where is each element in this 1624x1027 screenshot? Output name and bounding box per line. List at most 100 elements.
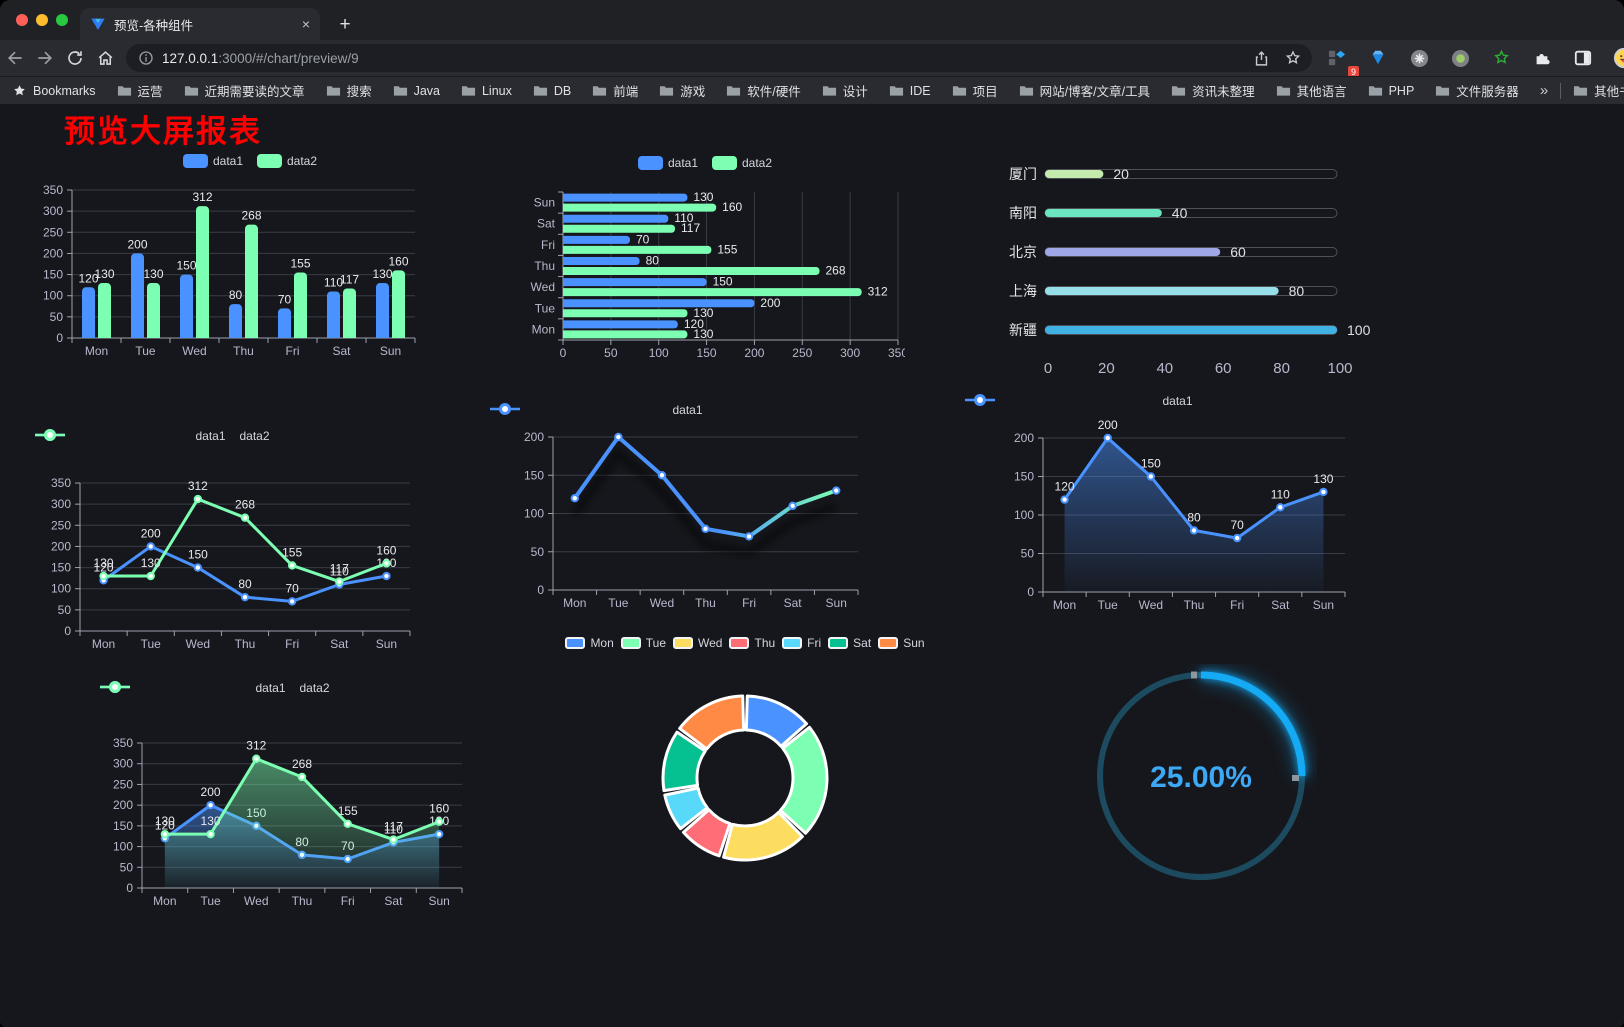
legend-item[interactable]: data1 <box>490 403 703 417</box>
svg-text:110: 110 <box>384 822 403 836</box>
legend-item[interactable]: Sun <box>878 636 925 650</box>
home-button[interactable] <box>90 43 120 73</box>
gem-extension-icon[interactable] <box>1363 43 1393 73</box>
bookmark-folder[interactable]: Java <box>393 84 440 98</box>
svg-text:117: 117 <box>330 562 349 576</box>
close-window-button[interactable] <box>16 14 28 26</box>
donut-slice[interactable] <box>681 808 732 858</box>
bookmark-folder[interactable]: 搜索 <box>326 81 372 100</box>
browser-toolbar: 127.0.0.1:3000/#/chart/preview/9 9 <box>0 40 1624 78</box>
legend-item[interactable]: data2 <box>712 156 772 170</box>
bookmark-folder[interactable]: DB <box>533 84 571 98</box>
bookmark-folder[interactable]: 项目 <box>952 81 998 100</box>
bookmark-folder[interactable]: 资讯未整理 <box>1171 81 1255 100</box>
minimize-window-button[interactable] <box>36 14 48 26</box>
svg-text:Sat: Sat <box>537 217 556 231</box>
back-button[interactable] <box>0 43 30 73</box>
legend-item[interactable]: data2 <box>257 154 317 168</box>
donut-slice[interactable] <box>744 694 809 748</box>
svg-text:60: 60 <box>1215 360 1232 377</box>
svg-text:300: 300 <box>51 497 71 511</box>
bookmark-folder[interactable]: 前端 <box>592 81 638 100</box>
reload-button[interactable] <box>60 43 90 73</box>
bookmark-folder[interactable]: 文件服务器 <box>1435 81 1519 100</box>
svg-text:130: 130 <box>372 267 392 281</box>
bookmarks-manager[interactable]: Bookmarks <box>12 83 96 98</box>
legend-item[interactable]: Mon <box>565 636 614 650</box>
donut-slice[interactable] <box>778 725 829 835</box>
svg-text:200: 200 <box>51 539 71 553</box>
url-bar[interactable]: 127.0.0.1:3000/#/chart/preview/9 <box>126 44 1312 72</box>
bookmark-folder[interactable]: 近期需要读的文章 <box>184 81 305 100</box>
svg-text:150: 150 <box>176 259 196 273</box>
donut-slice[interactable] <box>722 810 804 862</box>
svg-text:Sun: Sun <box>826 596 847 610</box>
legend-item[interactable]: data1 <box>182 154 243 168</box>
legend-item[interactable]: Sat <box>828 636 871 650</box>
folder-icon <box>184 86 198 96</box>
svg-text:100: 100 <box>51 582 71 596</box>
donut-slice[interactable] <box>663 786 709 831</box>
legend-item[interactable]: data2 <box>35 429 270 443</box>
folder-icon <box>952 86 966 96</box>
extensions-puzzle-icon[interactable] <box>1527 43 1557 73</box>
svg-text:80: 80 <box>1289 283 1305 299</box>
donut-slice[interactable] <box>661 730 707 793</box>
horizontal-bar-chart: data1 data2 0 50 100 150 200 250 300 350 Mon 120 130… <box>505 150 905 368</box>
bookmark-folder[interactable]: 其他语言 <box>1276 81 1347 100</box>
bookmark-star-icon[interactable] <box>1284 49 1302 67</box>
forward-button[interactable] <box>30 43 60 73</box>
bookmark-folder[interactable]: 游戏 <box>659 81 705 100</box>
svg-text:150: 150 <box>113 819 133 833</box>
legend-item[interactable]: data1 <box>965 394 1193 408</box>
command-extension-icon[interactable] <box>1404 43 1434 73</box>
legend-item[interactable]: Wed <box>673 636 722 650</box>
tab-favicon <box>91 18 105 30</box>
svg-text:350: 350 <box>113 736 133 750</box>
svg-text:312: 312 <box>868 285 888 299</box>
svg-text:70: 70 <box>278 292 292 306</box>
bookmark-folder[interactable]: 设计 <box>822 81 868 100</box>
svg-text:80: 80 <box>646 254 660 268</box>
chart-canvas: 0 50 100 150 200 Mon Tue Wed Thu Fri Sat Sun 120 200 1… <box>1014 418 1346 612</box>
donut-slice[interactable] <box>678 694 746 751</box>
legend-item[interactable]: Tue <box>620 636 666 650</box>
bookmark-folder[interactable]: 网站/博客/文章/工具 <box>1019 81 1150 100</box>
browser-tab[interactable]: 预览-各种组件 × <box>80 8 320 40</box>
svg-text:160: 160 <box>388 254 408 268</box>
svg-text:Mon: Mon <box>563 596 586 610</box>
bookmarks-overflow-chevron[interactable]: » <box>1539 82 1549 99</box>
bookmark-folder[interactable]: IDE <box>889 84 931 98</box>
svg-text:Sun: Sun <box>534 196 555 210</box>
gauge-chart: 25.00% <box>1085 664 1317 890</box>
folder-icon <box>461 86 476 96</box>
zoom-window-button[interactable] <box>56 14 68 26</box>
svg-text:268: 268 <box>826 264 846 278</box>
page-title: 预览大屏报表 <box>64 114 262 149</box>
legend-item[interactable]: data2 <box>100 681 330 695</box>
profile-avatar[interactable] <box>1609 43 1624 73</box>
side-panel-icon[interactable] <box>1568 43 1598 73</box>
folder-icon <box>1019 86 1033 96</box>
bookmark-folder[interactable]: Linux <box>461 84 512 98</box>
share-icon[interactable] <box>1253 50 1270 67</box>
bookmark-folder[interactable]: 运营 <box>117 81 163 100</box>
octotree-extension-icon[interactable] <box>1486 43 1516 73</box>
svg-text:160: 160 <box>429 802 449 816</box>
legend-item[interactable]: data1 <box>35 429 226 443</box>
new-tab-button[interactable]: + <box>339 14 351 35</box>
recorder-extension-icon[interactable] <box>1445 43 1475 73</box>
bookmark-folder[interactable]: PHP <box>1368 84 1414 98</box>
tab-close-icon[interactable]: × <box>301 16 310 32</box>
legend-item[interactable]: Thu <box>729 636 775 650</box>
devtools-extension-icon[interactable]: 9 <box>1322 43 1359 78</box>
site-info-icon[interactable] <box>138 50 154 66</box>
legend-item[interactable]: Fri <box>782 636 821 650</box>
legend-item[interactable]: data1 <box>100 681 286 695</box>
bookmark-folder[interactable]: 软件/硬件 <box>726 81 801 100</box>
legend-item[interactable]: data1 <box>637 156 698 170</box>
chart-canvas: 0 50 100 150 200 Mon Tue Wed Thu Fri Sat Sun <box>524 430 859 610</box>
other-bookmarks-folder[interactable]: 其他书签 <box>1573 81 1624 100</box>
tab-title: 预览-各种组件 <box>114 18 194 33</box>
folder-icon <box>533 86 547 96</box>
